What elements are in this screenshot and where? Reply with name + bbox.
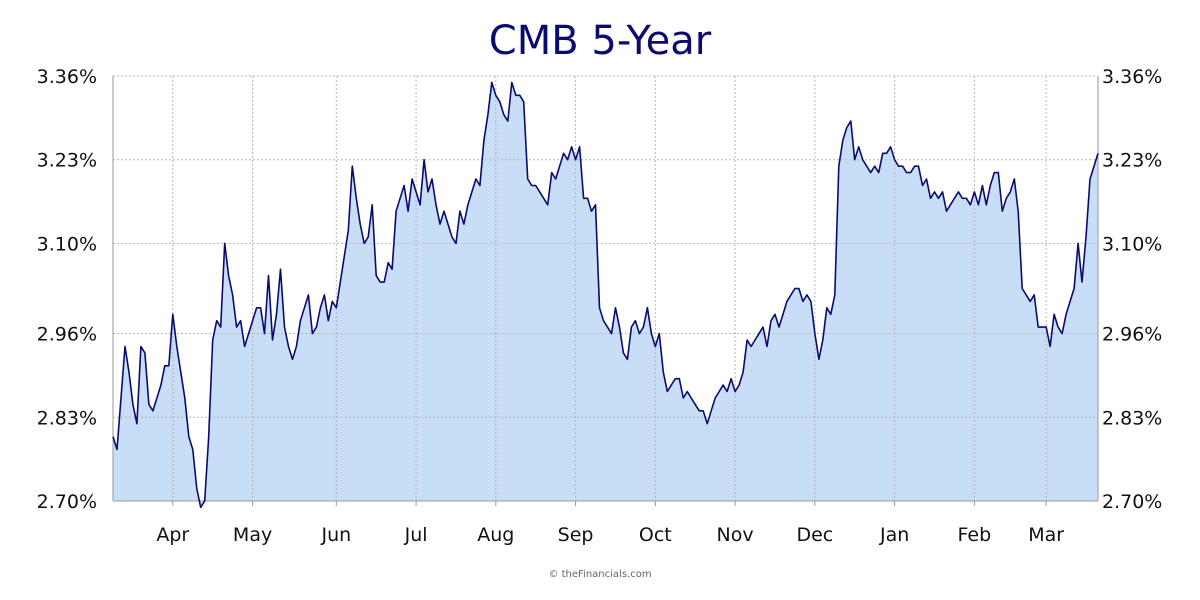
y-tick-label-left: 3.10% [37,233,97,255]
y-tick-label-right: 3.23% [1102,150,1162,172]
y-tick-label-left: 2.83% [37,407,97,429]
x-tick-label: Apr [156,524,189,546]
x-tick-label: Jul [404,524,428,546]
y-tick-label-right: 2.96% [1102,324,1162,346]
x-tick-label: Mar [1028,524,1064,546]
y-tick-label-right: 3.10% [1102,233,1162,255]
y-tick-label-right: 2.83% [1102,407,1162,429]
y-tick-label-right: 2.70% [1102,491,1162,513]
x-tick-label: Oct [639,524,672,546]
x-tick-label: Nov [717,524,754,546]
x-tick-label: Jan [879,524,909,546]
x-tick-label: Sep [558,524,594,546]
chart-title: CMB 5-Year [488,18,712,64]
area-fill [113,82,1098,508]
x-tick-label: Jun [320,524,351,546]
y-tick-label-left: 3.36% [37,66,97,88]
copyright-notice: © theFinancials.com [548,569,652,580]
y-tick-label-right: 3.36% [1102,66,1162,88]
x-tick-label: Dec [796,524,833,546]
y-tick-label-left: 2.70% [37,491,97,513]
x-tick-label: May [233,524,272,546]
series-line [112,81,1099,509]
x-tick-label: Feb [958,524,992,546]
y-tick-label-left: 2.96% [37,324,97,346]
x-tick-label: Aug [477,524,514,546]
y-tick-label-left: 3.23% [37,150,97,172]
